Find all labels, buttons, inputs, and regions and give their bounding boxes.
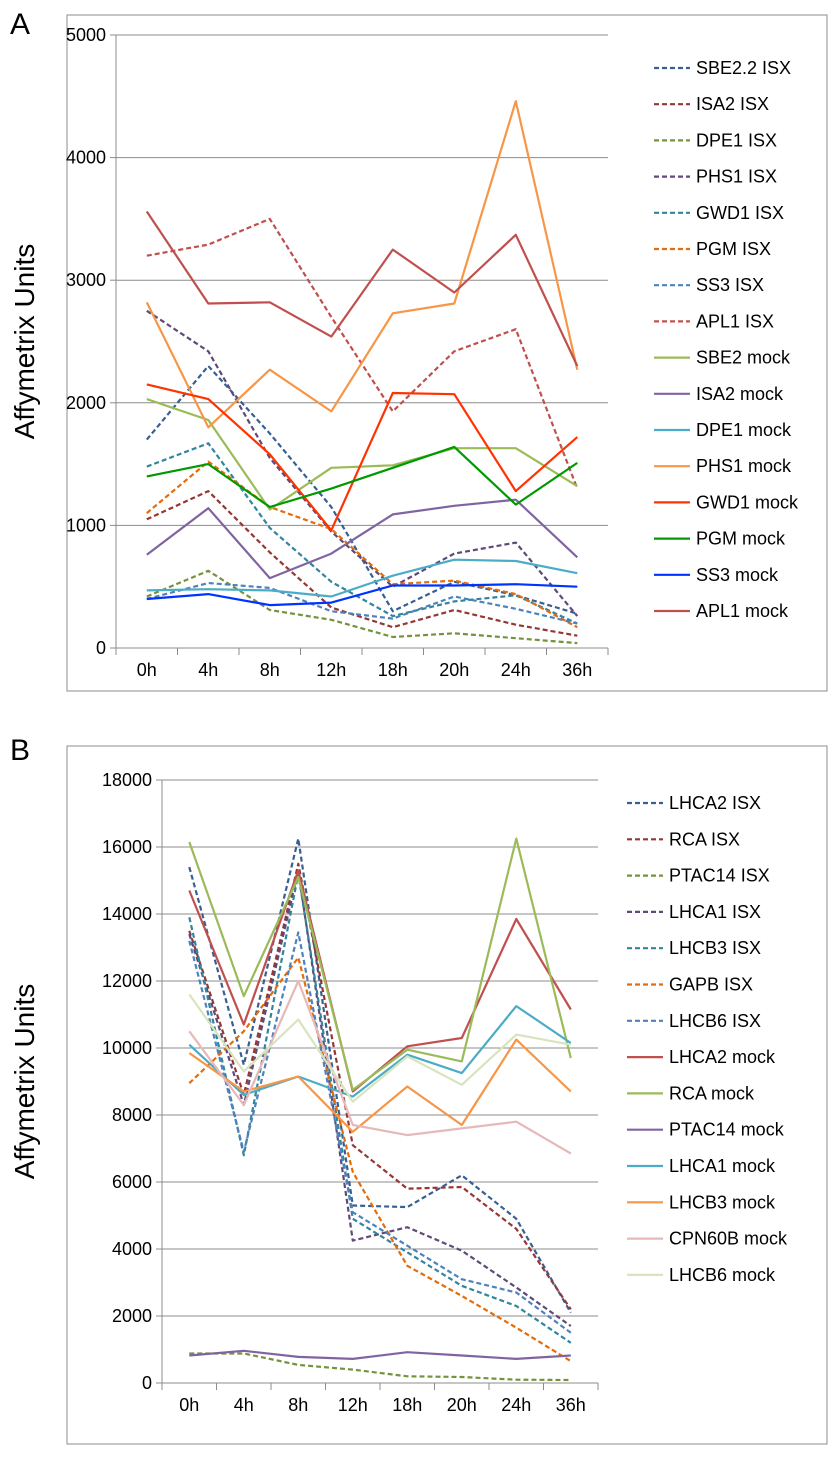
y-tick-label: 0 <box>96 638 106 658</box>
series-line <box>188 862 572 1310</box>
series-line <box>188 872 572 1344</box>
legend-label: SS3 ISX <box>696 275 764 295</box>
series-line <box>145 100 579 429</box>
series-line <box>146 558 578 598</box>
series-line <box>188 1004 572 1098</box>
series-line <box>189 1349 571 1361</box>
legend-label: GWD1 mock <box>696 492 799 512</box>
series-line <box>188 956 572 1363</box>
x-tick-label: 20h <box>447 1395 477 1415</box>
x-tick-label: 8h <box>260 660 280 680</box>
legend-label: RCA mock <box>669 1083 755 1103</box>
series-line <box>146 442 578 625</box>
legend-label: SBE2.2 ISX <box>696 58 791 78</box>
series-line <box>146 445 578 509</box>
series-line <box>146 583 578 607</box>
legend-label: GAPB ISX <box>669 975 753 995</box>
series-line <box>188 979 572 1155</box>
series-line <box>145 364 578 615</box>
series-line <box>188 1038 572 1133</box>
x-tick-label: 20h <box>439 660 469 680</box>
y-tick-label: 14000 <box>102 904 152 924</box>
chart-a: 0 1000 2000 3000 4000 5000 0h 4h 8h 12h 18h 20h 24h 3… <box>9 14 828 692</box>
legend-label: LHCB3 ISX <box>669 938 761 958</box>
series-line <box>188 869 572 1327</box>
y-axis-title: Affymetrix Units <box>9 244 40 440</box>
legend-label: PTAC14 ISX <box>669 866 770 886</box>
y-tick-label: 1000 <box>66 515 106 535</box>
x-tick-label: 0h <box>137 660 157 680</box>
legend-label: CPN60B mock <box>669 1229 788 1249</box>
y-tick-label: 16000 <box>102 837 152 857</box>
x-tick-label: 4h <box>234 1395 254 1415</box>
legend-label: LHCB6 ISX <box>669 1011 761 1031</box>
legend-label: LHCA1 mock <box>669 1156 776 1176</box>
legend-label: SS3 mock <box>696 565 779 585</box>
legend-label: PHS1 ISX <box>696 167 777 187</box>
series-line <box>146 309 579 617</box>
series-line <box>188 993 572 1103</box>
y-tick-label: 5000 <box>66 25 106 45</box>
series-line <box>188 837 572 1314</box>
y-tick-label: 6000 <box>112 1172 152 1192</box>
series-line <box>189 1352 571 1382</box>
y-tick-label: 2000 <box>112 1306 152 1326</box>
x-tick-label: 12h <box>316 660 346 680</box>
legend-label: LHCB3 mock <box>669 1192 776 1212</box>
legend-label: DPE1 mock <box>696 420 792 440</box>
legend-label: ISA2 ISX <box>696 94 769 114</box>
series-line <box>146 498 579 580</box>
y-tick-label: 12000 <box>102 971 152 991</box>
legend-label: DPE1 ISX <box>696 130 777 150</box>
y-tick-label: 18000 <box>102 770 152 790</box>
legend-label: PGM mock <box>696 529 786 549</box>
legend-label: ISA2 mock <box>696 384 784 404</box>
panel-letter-a: A <box>10 8 31 41</box>
series-line <box>188 931 572 1334</box>
legend-label: PTAC14 mock <box>669 1120 785 1140</box>
y-tick-label: 4000 <box>112 1239 152 1259</box>
series-line <box>188 837 572 1092</box>
legend-label: LHCA2 ISX <box>669 793 761 813</box>
legend-label: PGM ISX <box>696 239 771 259</box>
legend-label: SBE2 mock <box>696 348 791 368</box>
y-tick-label: 8000 <box>112 1105 152 1125</box>
x-tick-label: 36h <box>562 660 592 680</box>
legend-label: LHCA1 ISX <box>669 902 761 922</box>
series-line <box>146 217 579 489</box>
legend-label: LHCB6 mock <box>669 1265 776 1285</box>
x-tick-label: 36h <box>556 1395 586 1415</box>
y-tick-label: 10000 <box>102 1038 152 1058</box>
x-tick-label: 4h <box>198 660 218 680</box>
series-line <box>146 398 578 511</box>
x-tick-label: 12h <box>338 1395 368 1415</box>
legend-label: RCA ISX <box>669 829 740 849</box>
x-tick-label: 24h <box>501 660 531 680</box>
legend-label: APL1 ISX <box>696 311 774 331</box>
x-tick-label: 18h <box>378 660 408 680</box>
chart-frame <box>66 745 828 1445</box>
x-tick-label: 8h <box>288 1395 308 1415</box>
series-line <box>146 581 578 625</box>
x-tick-label: 24h <box>501 1395 531 1415</box>
series-line <box>146 383 579 532</box>
legend-label: PHS1 mock <box>696 456 792 476</box>
chart-frame <box>66 14 828 692</box>
y-tick-label: 2000 <box>66 393 106 413</box>
legend-label: GWD1 ISX <box>696 203 784 223</box>
legend-label: APL1 mock <box>696 601 789 621</box>
series-line <box>146 569 578 645</box>
y-axis-title: Affymetrix Units <box>9 984 40 1180</box>
legend-label: LHCA2 mock <box>669 1047 776 1067</box>
x-tick-label: 0h <box>179 1395 199 1415</box>
panel-letter-b: B <box>10 734 31 767</box>
series-line <box>145 210 579 367</box>
y-tick-label: 4000 <box>66 148 106 168</box>
series-line <box>146 490 578 637</box>
x-tick-label: 18h <box>392 1395 422 1415</box>
y-tick-label: 3000 <box>66 270 106 290</box>
y-tick-label: 0 <box>142 1373 152 1393</box>
series-line <box>146 460 578 629</box>
